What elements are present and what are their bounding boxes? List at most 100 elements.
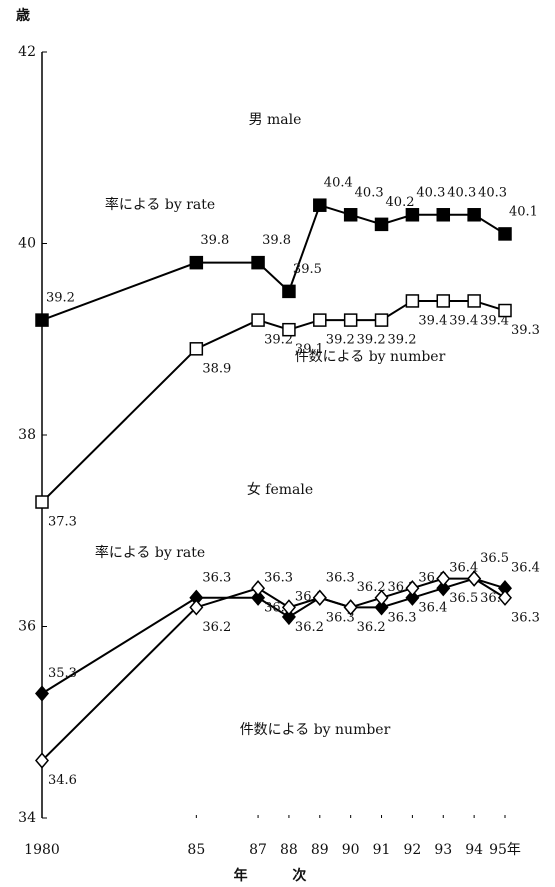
series-label: 率による by rate: [95, 544, 205, 561]
data-label: 39.4: [449, 313, 478, 328]
marker: [374, 217, 389, 232]
x-tick-label: 94: [465, 842, 483, 858]
data-label: 36.2: [357, 580, 386, 595]
data-label: 36.3: [264, 570, 293, 585]
x-tick-label: 92: [403, 842, 421, 858]
data-label: 36.3: [326, 610, 355, 625]
data-label: 40.3: [355, 185, 384, 200]
marker: [189, 255, 204, 270]
marker: [251, 589, 266, 606]
data-label: 39.8: [262, 233, 291, 248]
series-line: [41, 203, 506, 322]
marker: [405, 589, 420, 606]
data-label: 36.2: [357, 620, 386, 635]
series-line: [41, 299, 506, 503]
data-label: 36.3: [202, 570, 231, 585]
data-label: 39.1: [295, 342, 324, 357]
x-tick-label: 88: [280, 842, 298, 858]
marker: [405, 208, 420, 222]
data-label: 39.2: [46, 291, 75, 306]
marker: [282, 322, 296, 337]
data-label: 34.6: [48, 773, 77, 788]
x-tick-label: 85: [187, 842, 205, 858]
y-tick-label: 42: [18, 44, 36, 60]
series-line: [41, 577, 506, 695]
y-tick-label: 36: [18, 619, 36, 635]
data-label: 36.4: [511, 561, 540, 576]
marker: [436, 208, 451, 222]
data-label: 40.3: [416, 185, 445, 200]
marker: [374, 599, 389, 616]
data-label: 39.8: [200, 233, 229, 248]
marker: [35, 685, 49, 702]
marker: [498, 227, 512, 241]
data-label: 39.3: [511, 323, 540, 338]
data-label: 38.9: [202, 361, 231, 376]
marker: [467, 570, 482, 587]
data-label: 36.4: [418, 601, 447, 616]
data-label: 40.1: [509, 204, 538, 219]
marker: [312, 589, 327, 606]
data-label: 36.3: [326, 570, 355, 585]
x-tick-label: 90: [342, 842, 360, 858]
data-label: 39.5: [293, 262, 322, 277]
marker: [189, 599, 204, 616]
data-label: 36.2: [202, 620, 231, 635]
marker: [436, 294, 451, 308]
marker: [405, 294, 420, 308]
marker: [343, 599, 358, 616]
data-label: 39.2: [326, 333, 355, 348]
marker: [436, 570, 451, 587]
data-label: 36.2: [295, 620, 324, 635]
marker: [35, 495, 49, 509]
marker: [405, 580, 420, 597]
marker: [374, 313, 389, 327]
series-label: 件数による by number: [295, 349, 446, 365]
data-label: 36.5: [480, 551, 509, 566]
data-label: 40.3: [478, 185, 507, 200]
annotation: 男 male: [249, 112, 302, 128]
marker: [281, 608, 296, 626]
x-tick-label: 89: [311, 842, 329, 858]
data-label: 40.3: [447, 185, 476, 200]
data-label: 36.4: [449, 561, 478, 576]
marker: [343, 313, 358, 327]
series-label: 件数による by number: [240, 722, 391, 738]
marker: [467, 294, 481, 308]
marker: [313, 198, 327, 212]
x-tick-label: 95年: [489, 842, 521, 858]
data-label: 40.2: [386, 195, 415, 210]
data-label: 40.4: [324, 176, 353, 191]
marker: [189, 342, 204, 356]
x-axis-label: 年 次: [234, 867, 307, 884]
data-label: 36.3: [511, 610, 540, 625]
x-tick-label: 93: [434, 842, 452, 858]
data-label: 39.2: [388, 333, 417, 348]
data-label: 36.3: [388, 610, 417, 625]
marker: [251, 580, 266, 597]
marker: [498, 303, 512, 318]
x-tick-label: 1980: [24, 842, 60, 858]
y-tick-label: 38: [18, 427, 36, 443]
annotation: 女 female: [247, 481, 313, 498]
marker: [374, 589, 389, 606]
data-label: 37.3: [48, 515, 77, 530]
marker: [343, 208, 358, 222]
data-label: 39.2: [357, 333, 386, 348]
marker: [35, 752, 49, 769]
y-axis-label: 歳: [16, 7, 30, 24]
x-tick-label: 87: [249, 842, 267, 858]
marker: [498, 589, 512, 606]
marker: [251, 313, 265, 327]
y-tick-label: 34: [18, 810, 36, 826]
x-tick-label: 91: [373, 842, 391, 858]
marker: [35, 313, 49, 327]
y-tick-label: 40: [18, 236, 36, 252]
data-label: 39.4: [418, 313, 447, 328]
series-label: 率による by rate: [105, 196, 215, 213]
marker: [251, 255, 265, 270]
marker: [281, 599, 296, 616]
marker: [313, 313, 327, 327]
